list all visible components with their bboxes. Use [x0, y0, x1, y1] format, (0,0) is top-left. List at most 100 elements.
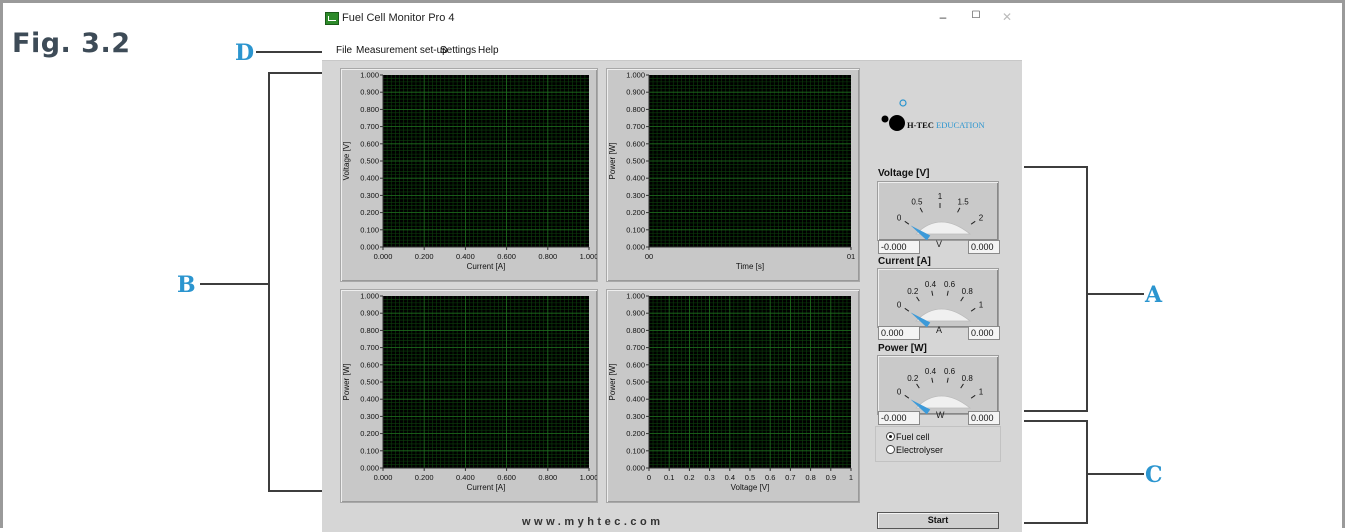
y-tick-label: 0.400	[360, 395, 379, 404]
mode-option-label: Electrolyser	[896, 445, 944, 455]
menu-file[interactable]: File	[336, 45, 353, 56]
x-tick-label: 0.7	[785, 473, 795, 482]
current-max-value: 0.000	[968, 326, 1000, 340]
x-tick-label: 0.200	[415, 252, 434, 261]
gauge-scale-label: 0.6	[944, 280, 956, 289]
y-axis-label: Voltage [V]	[342, 142, 351, 181]
y-tick-label: 0.600	[360, 360, 379, 369]
menu-help[interactable]: Help	[478, 45, 499, 56]
y-tick-label: 1.000	[360, 292, 379, 301]
mode-option-label: Fuel cell	[896, 432, 930, 442]
gauge-scale-label: 0.2	[907, 287, 919, 296]
x-tick-label: 0.600	[497, 473, 516, 482]
gauge-tick	[931, 290, 934, 296]
radio-electrolyser[interactable]	[886, 445, 895, 454]
mode-selector: Fuel cell Electrolyser	[875, 426, 1001, 462]
x-tick-label: 0	[647, 473, 651, 482]
gauge-scale-label: 0.4	[925, 280, 937, 289]
gauge-dial-face	[915, 395, 972, 409]
y-tick-label: 0.300	[626, 412, 645, 421]
gauge-tick	[960, 383, 964, 389]
gauge-tick	[904, 394, 910, 399]
gauge-scale-label: 0.6	[944, 367, 956, 376]
callout-a-bracket-bottom	[1024, 410, 1088, 412]
callout-c-bracket-top	[1024, 420, 1088, 422]
mode-option-fuel-cell[interactable]: Fuel cell	[886, 432, 930, 442]
x-tick-label: 0.6	[765, 473, 775, 482]
chart-power-voltage[interactable]: 0 0.1 0.2 0.3 0.4 0.5 0.6 0.7 0.8 0.9 1 0.000 0.100 0…	[606, 289, 860, 503]
x-axis-label: Voltage [V]	[731, 483, 770, 492]
gauge-scale-label: 0.8	[962, 374, 974, 383]
y-tick-label: 0.200	[626, 208, 645, 217]
chart-svg: 00 01 0.000 0.100 0.200 0.300 0.400 0.500 0.600 0…	[608, 71, 855, 272]
gauge-needle	[910, 225, 931, 241]
power-unit: W	[936, 410, 945, 420]
y-tick-label: 0.000	[360, 464, 379, 473]
menu-settings[interactable]: Settings	[440, 45, 477, 56]
y-tick-label: 0.500	[626, 378, 645, 387]
x-tick-label: 0.000	[374, 252, 393, 261]
figure-label: Fig. 3.2	[12, 28, 131, 59]
y-tick-label: 0.700	[626, 343, 645, 352]
y-tick-label: 1.000	[626, 71, 645, 80]
close-button[interactable]: ✕	[1001, 10, 1013, 24]
menu-bar: File Measurement set-up Settings Help	[322, 44, 1022, 58]
x-tick-label: 0.4	[725, 473, 735, 482]
y-tick-label: 0.600	[360, 139, 379, 148]
window-title: Fuel Cell Monitor Pro 4	[342, 12, 455, 24]
current-gauge: 0 0.2 0.4 0.6 0.8 1	[877, 268, 999, 328]
voltage-meter-label: Voltage [V]	[878, 168, 930, 179]
logo-sub: EDUCATION	[936, 120, 985, 130]
chart-power-time[interactable]: 00 01 0.000 0.100 0.200 0.300 0.400 0.500 0.600 0…	[606, 68, 860, 282]
y-tick-label: 0.100	[360, 225, 379, 234]
gauge-tick	[960, 296, 964, 302]
power-meter-label: Power [W]	[878, 343, 927, 354]
gauge-tick	[931, 377, 934, 383]
callout-c-bracket-bottom	[1024, 522, 1088, 524]
y-tick-label: 0.800	[360, 326, 379, 335]
current-min-value: 0.000	[878, 326, 920, 340]
chart-voltage-current[interactable]: 0.000 0.200 0.400 0.600 0.800 1.000 0.000 0.100…	[340, 68, 598, 282]
y-tick-label: 0.900	[360, 309, 379, 318]
gauge-dial-face	[915, 308, 972, 322]
power-gauge: 0 0.2 0.4 0.6 0.8 1	[877, 355, 999, 415]
x-tick-label: 0.000	[374, 473, 393, 482]
gauge-tick	[916, 383, 920, 389]
voltage-max-value: 0.000	[968, 240, 1000, 254]
x-tick-label: 0.600	[497, 252, 516, 261]
gauge-tick	[970, 394, 976, 399]
minimize-button[interactable]: –	[939, 10, 947, 24]
gauge-scale-label: 0	[897, 213, 902, 222]
y-tick-label: 0.500	[626, 157, 645, 166]
gauge-tick	[916, 296, 920, 302]
y-tick-label: 0.100	[626, 225, 645, 234]
y-tick-label: 0.400	[626, 395, 645, 404]
mode-option-electrolyser[interactable]: Electrolyser	[886, 445, 943, 455]
gauge-needle	[910, 312, 931, 328]
x-tick-label: 0.1	[664, 473, 674, 482]
gauge-scale-label: 0.5	[911, 198, 923, 207]
gauge-svg: 0 0.2 0.4 0.6 0.8 1	[897, 367, 984, 415]
voltage-min-value: -0.000	[878, 240, 920, 254]
y-tick-label: 0.700	[360, 122, 379, 131]
y-tick-label: 1.000	[626, 292, 645, 301]
chart-svg: 0.000 0.200 0.400 0.600 0.800 1.000 0.000 0.100…	[342, 292, 597, 493]
x-tick-label: 1.000	[580, 252, 597, 261]
y-tick-label: 0.900	[360, 88, 379, 97]
x-tick-label: 0.9	[826, 473, 836, 482]
y-tick-label: 0.000	[626, 243, 645, 252]
maximize-button[interactable]: ☐	[971, 10, 981, 21]
start-button[interactable]: Start	[877, 512, 999, 529]
radio-fuel-cell[interactable]	[886, 432, 895, 441]
x-tick-label: 0.800	[538, 252, 557, 261]
menu-measurement-setup[interactable]: Measurement set-up	[356, 45, 448, 56]
callout-a-bracket	[1086, 166, 1088, 412]
chart-power-current[interactable]: 0.000 0.200 0.400 0.600 0.800 1.000 0.000 0.100…	[340, 289, 598, 503]
gauge-tick	[957, 207, 961, 213]
y-tick-label: 0.200	[360, 208, 379, 217]
x-tick-label: 0.400	[456, 473, 475, 482]
callout-b-line	[200, 283, 268, 285]
client-area: 0.000 0.200 0.400 0.600 0.800 1.000 0.000 0.100…	[322, 60, 1022, 532]
y-tick-label: 0.600	[626, 360, 645, 369]
title-bar: Fuel Cell Monitor Pro 4 – ☐ ✕	[322, 8, 1022, 30]
